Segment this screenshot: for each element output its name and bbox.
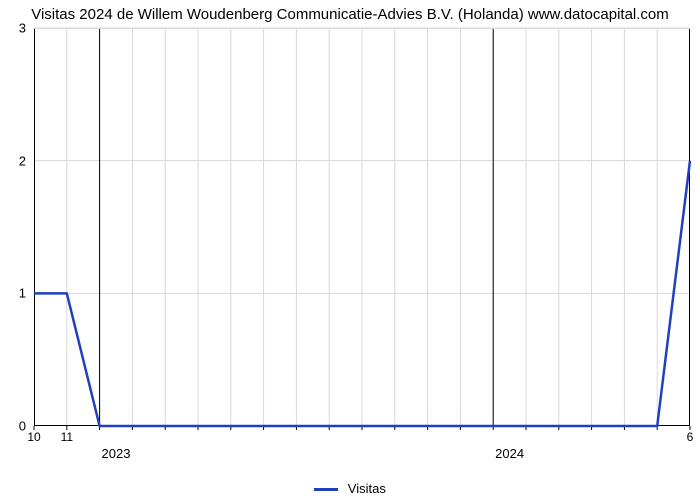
x-tick-label: 11 — [61, 430, 73, 444]
y-tick-label: 0 — [19, 419, 26, 434]
x-year-label: 2024 — [495, 446, 524, 461]
legend-label: Visitas — [348, 481, 386, 496]
x-tick-label: 10 — [27, 430, 40, 444]
legend-swatch — [314, 488, 338, 491]
plot-area: 01231011620232024 — [34, 28, 690, 426]
y-tick-label: 1 — [19, 286, 26, 301]
chart-svg — [34, 28, 690, 432]
x-tick-label: 6 — [687, 430, 694, 444]
chart-title: Visitas 2024 de Willem Woudenberg Commun… — [0, 6, 700, 23]
y-tick-label: 2 — [19, 153, 26, 168]
x-year-label: 2023 — [102, 446, 131, 461]
legend: Visitas — [0, 481, 700, 496]
y-tick-label: 3 — [19, 21, 26, 36]
